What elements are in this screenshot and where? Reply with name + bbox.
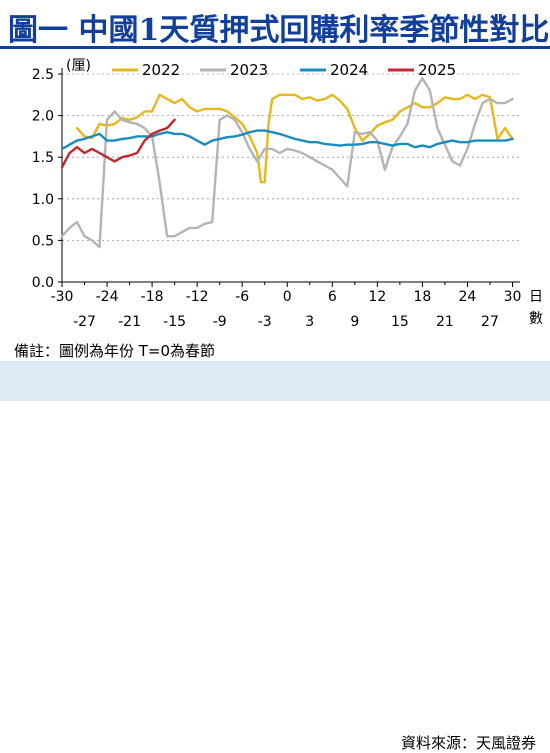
x-tick-label: -21 xyxy=(118,314,141,330)
series-line-2022 xyxy=(75,93,514,184)
y-tick-label: 2.0 xyxy=(32,109,54,125)
source-credit: 資料來源：天風證券 xyxy=(400,734,536,752)
x-tick-label: -3 xyxy=(258,314,272,330)
title-rule xyxy=(0,46,550,49)
x-tick-label: 12 xyxy=(368,289,386,305)
x-tick-label: 3 xyxy=(305,314,314,330)
x-tick-label: 24 xyxy=(459,289,477,305)
series-line-2025 xyxy=(60,118,176,169)
y-tick-label: 1.5 xyxy=(32,150,54,166)
y-tick-label: 1.0 xyxy=(32,192,54,208)
y-tick-label: 0.0 xyxy=(32,275,54,291)
chart-title: 圖一 中國1天質押式回購利率季節性對比 xyxy=(8,13,550,48)
x-tick-label: -24 xyxy=(96,289,119,305)
x-tick-label: -9 xyxy=(213,314,227,330)
x-tick-label: -30 xyxy=(51,289,74,305)
x-tick-label: 30 xyxy=(504,289,522,305)
x-tick-label: -18 xyxy=(141,289,164,305)
x-tick-label: 15 xyxy=(391,314,409,330)
legend-label-2025: 2025 xyxy=(418,61,456,79)
x-tick-label: -27 xyxy=(73,314,96,330)
chart-svg: 0.0 0.5 1.0 1.5 2.0 2.5 (厘) -30 -24 -18 -12 -6 0 6 12 1… xyxy=(32,58,543,330)
footer-bar: 資料來源：天風證券 xyxy=(0,361,550,752)
legend-label-2022: 2022 xyxy=(142,61,180,79)
x-tick-label: -12 xyxy=(186,289,209,305)
series-line-2024 xyxy=(60,129,514,151)
series-line-2023 xyxy=(60,77,514,249)
x-axis-unit-char: 數 xyxy=(529,311,543,327)
title-bar: 圖一 中國1天質押式回購利率季節性對比 xyxy=(0,0,550,49)
x-tick-label: 21 xyxy=(436,314,454,330)
x-tick-label: 9 xyxy=(350,314,359,330)
plot-background xyxy=(0,49,550,361)
x-tick-label: 27 xyxy=(481,314,499,330)
y-tick-label: 0.5 xyxy=(32,233,54,249)
x-tick-label: -6 xyxy=(235,289,249,305)
chart-note: 備註：圖例為年份 T=0為春節 xyxy=(14,342,216,360)
x-tick-label: -15 xyxy=(163,314,186,330)
y-tick-label: 2.5 xyxy=(32,67,54,83)
x-tick-label: 6 xyxy=(328,289,337,305)
x-axis-unit-char: 日 xyxy=(529,289,543,305)
y-axis-unit: (厘) xyxy=(66,58,91,74)
legend-label-2024: 2024 xyxy=(330,61,368,79)
x-tick-label: 0 xyxy=(283,289,292,305)
legend-label-2023: 2023 xyxy=(230,61,268,79)
x-tick-label: 18 xyxy=(413,289,431,305)
